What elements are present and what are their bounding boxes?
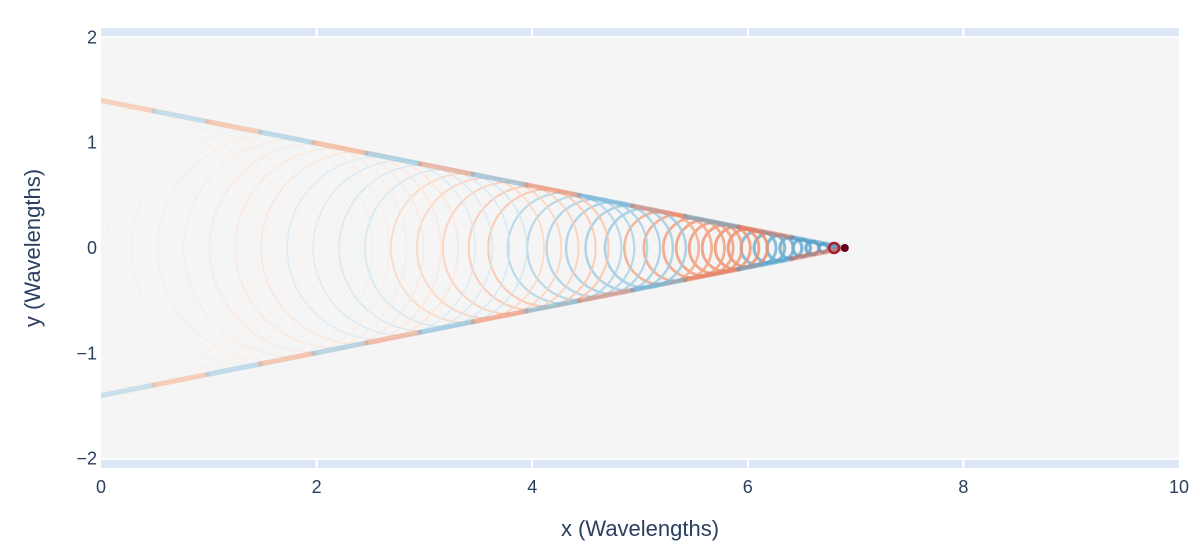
mach-cone-edge (523, 298, 582, 314)
mach-cone-edge (204, 119, 263, 135)
mach-cone-edge (204, 361, 263, 377)
mach-cone-edge (364, 329, 423, 346)
x-tick-label: 0 (96, 477, 106, 497)
mach-cone-edge (629, 203, 688, 219)
mach-cone-edge (629, 277, 688, 293)
x-axis-title: x (Wavelengths) (561, 516, 719, 541)
source-ring (827, 241, 841, 255)
mach-cone-edge (736, 224, 795, 240)
mach-cone-edge (470, 308, 529, 325)
mach-cone-edge (417, 161, 476, 177)
mach-cone-edge (682, 266, 742, 283)
mach-cone-edge (101, 382, 157, 399)
source-point (840, 244, 849, 252)
mach-cone-edge (101, 97, 157, 114)
mach-cone-edge (470, 171, 529, 188)
mach-cone-edge (576, 287, 635, 304)
x-tick-label: 8 (958, 477, 968, 497)
x-tick-label: 4 (527, 477, 537, 497)
mach-cone-edge (151, 371, 210, 388)
mach-cone-edge (736, 256, 795, 272)
y-tick-label: 1 (87, 133, 97, 153)
mach-cone-edge (576, 192, 635, 209)
axis-ticks: 0 2 4 6 8 10 −2 −1 0 1 2 (76, 27, 1189, 497)
mach-cone-edge (364, 150, 423, 167)
y-tick-label: −2 (76, 449, 97, 469)
mach-cone-edge (682, 213, 742, 230)
y-tick-label: 2 (87, 27, 97, 47)
plot-background (101, 37, 1179, 459)
y-tick-label: 0 (87, 238, 97, 258)
mach-cone-edge (311, 140, 370, 156)
mach-cone-edge (789, 234, 848, 251)
y-axis-title: y (Wavelengths) (20, 169, 45, 327)
wave-field (101, 97, 849, 399)
grid-band-top (101, 28, 1179, 36)
y-tick-label: −1 (76, 343, 97, 363)
mach-cone-edge (311, 340, 370, 356)
mach-cone-edge (789, 245, 848, 262)
mach-cone-edge (257, 129, 317, 146)
wavefront-ring (101, 99, 253, 397)
x-tick-label: 6 (743, 477, 753, 497)
mach-cone-edge (151, 108, 210, 125)
grid-band-bottom (101, 460, 1179, 468)
mach-cone-edge (523, 182, 582, 198)
mach-cone-edge (417, 319, 476, 335)
x-tick-label: 10 (1169, 477, 1189, 497)
mach-cone-edge (257, 350, 317, 367)
x-tick-label: 2 (312, 477, 322, 497)
